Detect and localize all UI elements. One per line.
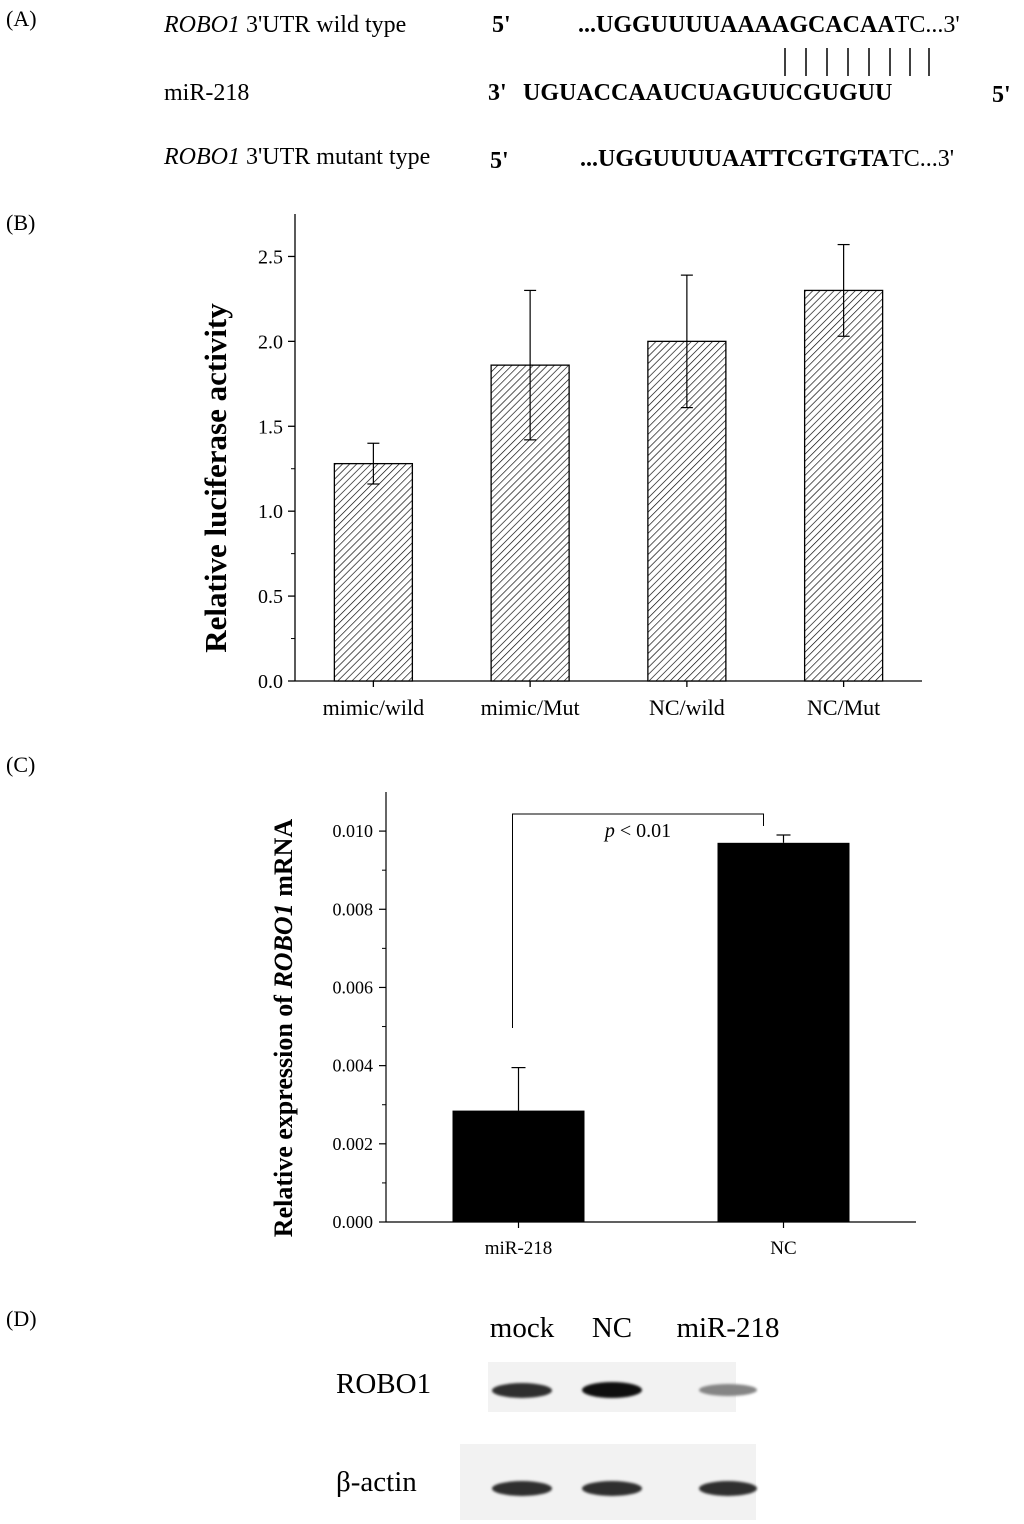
chart-c-bar [717, 842, 850, 1222]
chart-c-y-tick-label: 0.000 [333, 1212, 374, 1232]
wild-sequence: ...UGGUUUUAAAAGCACAATC...3' [578, 12, 960, 39]
blot-band [492, 1382, 552, 1398]
mir-end-right: 5' [992, 82, 1011, 108]
chart-b-x-tick-label: NC/wild [649, 695, 725, 720]
chart-c-significance-bracket: p < 0.01 [512, 813, 764, 1028]
wild-label-text: 3'UTR wild type [239, 12, 407, 38]
mir-seq-prefix: UGUACCAAUCUAG [523, 80, 751, 106]
mut-seq-seed: TTCGTGTA [754, 146, 890, 172]
blot-band [582, 1480, 642, 1496]
mir-sequence: UGUACCAAUCUAGUUCGUGUU [523, 80, 892, 107]
chart-c-y-tick-label: 0.004 [333, 1056, 374, 1076]
mutant-type-label: ROBO1 3'UTR mutant type [164, 144, 430, 171]
chart-c-y-axis-label: Relative expression of ROBO1 mRNA [269, 819, 298, 1238]
blot-band [699, 1384, 757, 1396]
mut-gene-name: ROBO1 [164, 144, 240, 170]
chart-c-x-tick-label: NC [770, 1238, 796, 1259]
chart-b-bar [333, 462, 414, 682]
blot-lane-label: miR-218 [676, 1312, 780, 1344]
mir-label: miR-218 [164, 80, 250, 106]
chart-b-y-tick-label: 2.5 [258, 246, 283, 268]
panel-c-label: (C) [6, 752, 36, 777]
chart-b-y-axis-label: Relative luciferase activity [198, 303, 233, 653]
blot-band [582, 1382, 642, 1398]
pairing-lines [784, 48, 930, 76]
wild-seq-suffix: TC...3' [894, 12, 960, 38]
chart-c-p-value: p < 0.01 [603, 820, 671, 842]
chart-b-bar [803, 289, 884, 682]
mut-seq-suffix: TC...3' [889, 146, 955, 172]
chart-c-x-tick-label: miR-218 [485, 1238, 553, 1259]
blot-band [699, 1480, 757, 1496]
chart-c-y-tick-label: 0.002 [333, 1134, 374, 1154]
panel-a-label: (A) [6, 6, 37, 31]
chart-b-y-tick-label: 0.5 [258, 586, 283, 608]
blot-lane-label: NC [591, 1312, 633, 1344]
chart-b-x-tick-label: mimic/Mut [481, 695, 580, 720]
wild-seq-prefix: ...UGGUUUUAA [578, 12, 755, 38]
blot-row-label: β-actin [336, 1466, 417, 1498]
chart-b-y-tick-label: 1.5 [258, 416, 283, 438]
chart-b-x-tick-label: NC/Mut [807, 695, 880, 720]
chart-b-x-tick-label: mimic/wild [323, 695, 424, 720]
blot-row-label: ROBO1 [336, 1368, 432, 1400]
chart-c-bracket-line [512, 813, 764, 1028]
chart-c-y-tick-label: 0.008 [333, 899, 374, 919]
chart-b-y-tick-label: 1.0 [258, 501, 283, 523]
chart-b-y-tick-label: 2.0 [258, 331, 283, 353]
chart-b-y-tick-label: 0.0 [258, 671, 283, 693]
mut-label-text: 3'UTR mutant type [239, 144, 431, 170]
chart-c-bar [452, 1110, 585, 1222]
panel-d-label: (D) [6, 1306, 37, 1331]
mut-end-left: 5' [490, 148, 509, 174]
wild-end-left: 5' [492, 12, 511, 38]
panel-b-label: (B) [6, 210, 36, 235]
mut-sequence: ...UGGUUUUAATTCGTGTATC...3' [580, 146, 954, 173]
wild-type-label: ROBO1 3'UTR wild type [164, 12, 406, 39]
chart-c-y-tick-label: 0.006 [333, 977, 374, 997]
chart-c-y-tick-label: 0.010 [333, 821, 374, 841]
chart-b-bars [333, 243, 884, 682]
wild-seq-seed: AAGCACAA [754, 12, 895, 38]
chart-b-axes: 0.0 0.5 1.0 1.5 2.0 2.5 mimic/wild mimic/Mut NC/… [258, 214, 922, 720]
blot-band [492, 1480, 552, 1496]
mir-seq-seed: UUCGUGUU [751, 80, 893, 106]
blot-lane-label: mock [489, 1312, 555, 1344]
luciferase-chart: 0.0 0.5 1.0 1.5 2.0 2.5 mimic/wild mimic/Mut NC/… [198, 214, 922, 720]
chart-c-bars [452, 834, 850, 1222]
mut-seq-prefix: ...UGGUUUUAA [580, 146, 755, 172]
wild-gene-name: ROBO1 [164, 12, 240, 38]
mir-end-left: 3' [488, 80, 507, 106]
